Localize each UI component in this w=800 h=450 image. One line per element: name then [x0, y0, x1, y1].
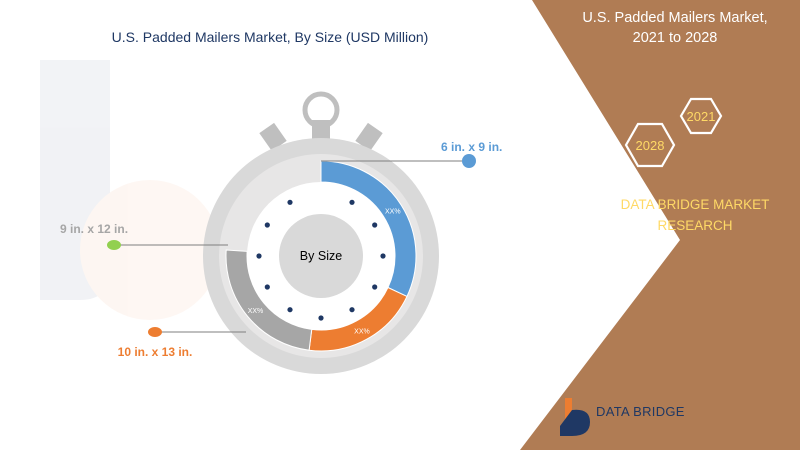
dial-tick-dot — [264, 284, 270, 290]
brand-line1: DATA BRIDGE MARKET — [620, 197, 770, 212]
dial-center — [279, 214, 363, 298]
hexagon-2021 — [679, 97, 723, 135]
category-label-9x12: 9 in. x 12 in. — [60, 222, 129, 236]
dial-tick-dot — [318, 315, 324, 321]
leader-6x9 — [321, 154, 476, 168]
dial-tick-dot — [256, 253, 262, 259]
year-2021-label: 2021 — [687, 109, 716, 124]
dial-tick-dot — [372, 284, 378, 290]
center-label: By Size — [300, 249, 342, 263]
footer-logo-text: DATA BRIDGE — [596, 404, 685, 419]
leader-10x13 — [148, 327, 246, 337]
category-label-10x13: 10 in. x 13 in. — [117, 345, 193, 359]
stopwatch-crown — [259, 91, 383, 152]
side-title-line1: U.S. Padded Mailers Market, — [582, 10, 768, 26]
brand-line2: RESEARCH — [657, 218, 733, 233]
side-panel-title: U.S. Padded Mailers Market, 2021 to 2028 — [560, 8, 790, 48]
hexagon-2028 — [624, 122, 676, 168]
side-title-line2: 2021 to 2028 — [632, 30, 718, 46]
background-watermark — [40, 60, 220, 320]
donut-segment-9x12-value-label: XX% — [248, 308, 264, 315]
year-2028-label: 2028 — [636, 138, 665, 153]
dial-tick-dot — [349, 199, 355, 205]
leader-9x12 — [107, 240, 228, 250]
dial-tick-dot — [287, 199, 293, 205]
dial-tick-dot — [264, 222, 270, 228]
side-panel — [520, 0, 800, 450]
dial-ticks — [256, 199, 386, 321]
dial-tick-dot — [380, 253, 386, 259]
brand-name: DATA BRIDGE MARKET RESEARCH — [600, 194, 790, 236]
data-bridge-logo-icon — [560, 398, 590, 436]
dial-tick-dot — [287, 307, 293, 313]
dial-tick-dot — [372, 222, 378, 228]
chart-title: U.S. Padded Mailers Market, By Size (USD… — [111, 29, 429, 45]
donut-segment-6x9-value-label: XX% — [385, 208, 401, 215]
donut-segment-10x13-value-label: XX% — [354, 328, 370, 335]
category-label-6x9: 6 in. x 9 in. — [441, 140, 503, 154]
dial-tick-dot — [349, 307, 355, 313]
